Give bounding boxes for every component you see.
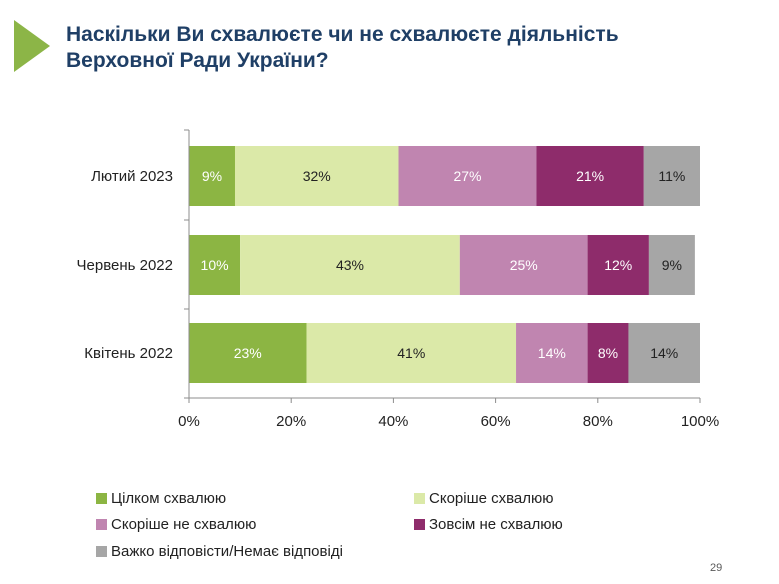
legend-swatch — [96, 546, 107, 557]
legend-label: Скоріше схвалюю — [429, 490, 554, 507]
data-label: 9% — [662, 257, 682, 273]
data-label: 11% — [658, 168, 685, 184]
legend-item: Скоріше не схвалюю — [96, 516, 256, 533]
data-label: 14% — [538, 345, 566, 361]
legend-swatch — [414, 519, 425, 530]
data-label: 8% — [598, 345, 618, 361]
page-number: 29 — [710, 562, 723, 574]
bar-segment — [189, 323, 307, 383]
legend-item: Цілком схвалюю — [96, 490, 226, 507]
category-label: Лютий 2023 — [91, 168, 173, 185]
bar-segment — [643, 146, 700, 206]
legend-swatch — [96, 519, 107, 530]
data-label: 9% — [202, 168, 222, 184]
legend-swatch — [414, 493, 425, 504]
arrow-icon — [14, 20, 50, 72]
data-label: 21% — [576, 168, 604, 184]
legend-item: Зовсім не схвалюю — [414, 516, 563, 533]
bar-segment — [240, 235, 460, 295]
legend-label: Зовсім не схвалюю — [429, 516, 563, 533]
data-label: 25% — [510, 257, 538, 273]
title-line-2: Верховної Ради України? — [66, 49, 329, 72]
title-line-1: Наскільки Ви схвалюєте чи не схвалюєте д… — [66, 23, 619, 46]
legend-item: Важко відповісти/Немає відповіді — [96, 543, 343, 560]
x-tick-label: 60% — [481, 413, 511, 430]
page-title: Наскільки Ви схвалюєте чи не схвалюєте д… — [66, 22, 756, 74]
bar-segment — [234, 146, 399, 206]
category-label: Червень 2022 — [77, 257, 173, 274]
chart-legend: Цілком схвалюю Скоріше схвалюю Скоріше не … — [96, 486, 696, 566]
x-tick-label: 20% — [276, 413, 306, 430]
data-label: 12% — [604, 257, 632, 273]
bar-segment — [648, 235, 695, 295]
data-label: 14% — [650, 345, 678, 361]
bar-segment — [587, 235, 649, 295]
data-label: 41% — [397, 345, 425, 361]
bar-segment — [398, 146, 537, 206]
category-label: Квітень 2022 — [84, 345, 173, 362]
data-label: 23% — [234, 345, 262, 361]
data-label: 43% — [336, 257, 364, 273]
bar-segment — [189, 146, 235, 206]
bar-segment — [628, 323, 700, 383]
legend-swatch — [96, 493, 107, 504]
bar-segment — [536, 146, 644, 206]
data-label: 27% — [453, 168, 481, 184]
bar-segment — [459, 235, 588, 295]
data-label: 10% — [201, 257, 229, 273]
bar-segment — [189, 235, 241, 295]
bar-segment — [587, 323, 629, 383]
data-label: 32% — [303, 168, 331, 184]
x-tick-label: 40% — [378, 413, 408, 430]
legend-label: Скоріше не схвалюю — [111, 516, 257, 533]
bar-segment — [306, 323, 517, 383]
x-tick-label: 100% — [681, 413, 719, 430]
x-tick-label: 0% — [178, 413, 200, 430]
legend-label: Цілком схвалюю — [111, 490, 227, 507]
bar-segment — [516, 323, 588, 383]
legend-label: Важко відповісти/Немає відповіді — [111, 543, 343, 560]
legend-item: Скоріше схвалюю — [414, 490, 554, 507]
x-tick-label: 80% — [583, 413, 613, 430]
